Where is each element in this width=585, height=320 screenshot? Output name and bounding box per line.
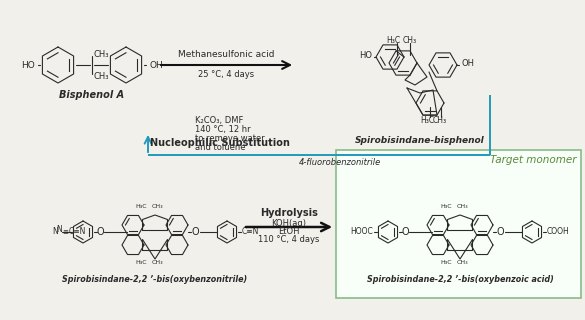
Text: CH₃: CH₃ xyxy=(456,260,468,266)
Text: 110 °C, 4 days: 110 °C, 4 days xyxy=(259,235,319,244)
Text: O: O xyxy=(191,227,199,237)
Text: 4-fluorobenzonitrile: 4-fluorobenzonitrile xyxy=(299,157,381,166)
Text: K₂CO₃, DMF: K₂CO₃, DMF xyxy=(195,116,243,124)
Text: O: O xyxy=(96,227,104,237)
Text: 140 °C, 12 hr: 140 °C, 12 hr xyxy=(195,124,250,133)
Text: EtOH: EtOH xyxy=(278,227,300,236)
Text: H₃C: H₃C xyxy=(135,260,147,266)
Text: Methanesulfonic acid: Methanesulfonic acid xyxy=(178,50,275,59)
Text: CH₃: CH₃ xyxy=(151,204,163,210)
Text: CH₃: CH₃ xyxy=(94,50,109,59)
Text: CH₃: CH₃ xyxy=(94,71,109,81)
Text: HOOC: HOOC xyxy=(350,227,373,236)
Text: and toluene: and toluene xyxy=(195,142,246,151)
Text: H₃C: H₃C xyxy=(135,204,147,210)
Text: Spirobisindane-bisphenol: Spirobisindane-bisphenol xyxy=(355,135,485,145)
Text: C≡N: C≡N xyxy=(69,227,87,236)
Text: Hydrolysis: Hydrolysis xyxy=(260,208,318,218)
Text: CH₃: CH₃ xyxy=(151,260,163,266)
Text: ≡: ≡ xyxy=(62,229,68,235)
Text: CH₃: CH₃ xyxy=(403,36,417,44)
Text: C≡N: C≡N xyxy=(242,227,259,236)
Text: Spirobisindane-2,2 ’-bis(oxybenzoic acid): Spirobisindane-2,2 ’-bis(oxybenzoic acid… xyxy=(367,275,553,284)
Text: O: O xyxy=(496,227,504,237)
Text: CH₃: CH₃ xyxy=(433,116,447,124)
Text: N: N xyxy=(56,226,62,235)
Text: Target monomer: Target monomer xyxy=(490,155,576,165)
Text: Spirobisindane-2,2 ’-bis(oxybenzonitrile): Spirobisindane-2,2 ’-bis(oxybenzonitrile… xyxy=(63,275,247,284)
Text: COOH: COOH xyxy=(547,227,570,236)
Text: HO: HO xyxy=(359,51,372,60)
Text: H₃C: H₃C xyxy=(386,36,400,44)
Text: HO: HO xyxy=(21,60,35,69)
Text: CH₃: CH₃ xyxy=(456,204,468,210)
Text: Bisphenol A: Bisphenol A xyxy=(60,90,125,100)
Text: H₃C: H₃C xyxy=(420,116,434,124)
Text: H₃C: H₃C xyxy=(440,260,452,266)
Text: to remove water: to remove water xyxy=(195,133,265,142)
Text: N: N xyxy=(52,227,58,236)
Text: OH: OH xyxy=(149,60,163,69)
Text: OH: OH xyxy=(461,59,474,68)
Text: KOH(aq): KOH(aq) xyxy=(271,219,307,228)
Text: 25 °C, 4 days: 25 °C, 4 days xyxy=(198,69,254,78)
Text: O: O xyxy=(401,227,409,237)
Bar xyxy=(336,150,581,298)
Text: Nucleophilic Substitution: Nucleophilic Substitution xyxy=(150,138,290,148)
Text: H₃C: H₃C xyxy=(440,204,452,210)
